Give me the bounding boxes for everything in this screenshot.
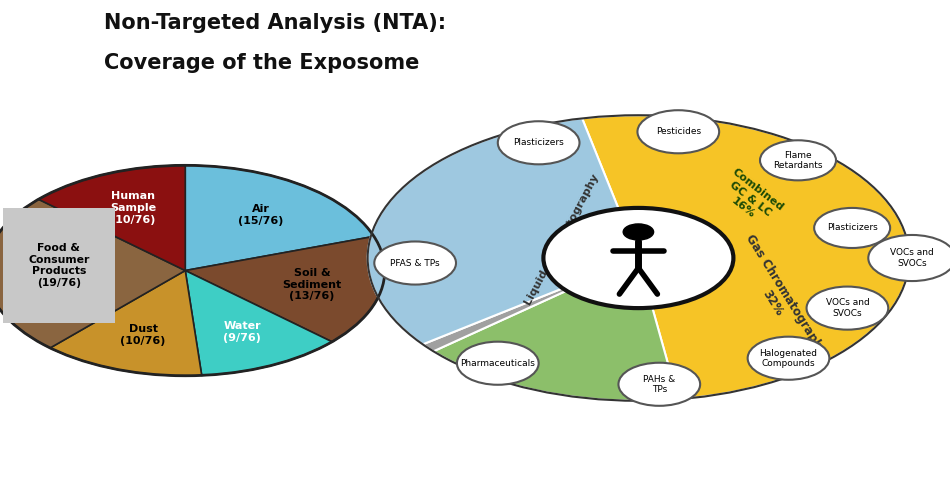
Wedge shape (38, 165, 185, 271)
Circle shape (623, 224, 654, 240)
Text: Pharmaceuticals: Pharmaceuticals (461, 359, 535, 368)
Text: Air
(15/76): Air (15/76) (238, 204, 283, 225)
Wedge shape (582, 115, 909, 399)
Text: Plasticizers: Plasticizers (513, 138, 564, 147)
Circle shape (543, 208, 733, 308)
Circle shape (868, 235, 950, 281)
Circle shape (748, 337, 829, 380)
Text: Liquid Chromatography
51%: Liquid Chromatography 51% (523, 173, 611, 313)
Wedge shape (50, 271, 201, 376)
Wedge shape (185, 236, 385, 342)
Circle shape (637, 110, 719, 153)
Circle shape (374, 241, 456, 285)
Text: VOCs and
SVOCs: VOCs and SVOCs (826, 299, 869, 318)
FancyBboxPatch shape (3, 208, 115, 323)
Circle shape (807, 287, 888, 330)
Wedge shape (185, 165, 374, 271)
Circle shape (814, 208, 890, 248)
Text: Water
(9/76): Water (9/76) (223, 321, 261, 343)
Text: Pesticides: Pesticides (656, 127, 701, 136)
Text: VOCs and
SVOCs: VOCs and SVOCs (890, 248, 934, 268)
Circle shape (618, 363, 700, 406)
Wedge shape (185, 271, 332, 375)
Text: Gas Chromatography
32%: Gas Chromatography 32% (730, 232, 828, 366)
Wedge shape (0, 199, 185, 348)
Text: PFAS & TPs: PFAS & TPs (390, 259, 440, 268)
Wedge shape (423, 288, 566, 351)
Text: Flame
Retardants: Flame Retardants (773, 151, 823, 170)
Text: Dust
(10/76): Dust (10/76) (121, 325, 166, 346)
Circle shape (760, 140, 836, 180)
Text: Soil &
Sediment
(13/76): Soil & Sediment (13/76) (282, 268, 342, 301)
Wedge shape (368, 118, 618, 344)
Text: Non-Targeted Analysis (NTA):: Non-Targeted Analysis (NTA): (104, 13, 446, 33)
Text: Food &
Consumer
Products
(19/76): Food & Consumer Products (19/76) (28, 243, 89, 288)
Text: Plasticizers: Plasticizers (826, 223, 878, 232)
Circle shape (457, 342, 539, 385)
Text: Halogenated
Compounds: Halogenated Compounds (759, 349, 818, 368)
Wedge shape (433, 291, 678, 401)
Text: Human
Sample
(10/76): Human Sample (10/76) (110, 191, 156, 224)
Circle shape (498, 121, 580, 164)
Text: Coverage of the Exposome: Coverage of the Exposome (104, 53, 420, 73)
Text: Direct: Direct (921, 254, 950, 264)
Text: Combined
GC & LC
16%: Combined GC & LC 16% (715, 167, 786, 231)
Text: PAHs &
TPs: PAHs & TPs (643, 375, 675, 394)
